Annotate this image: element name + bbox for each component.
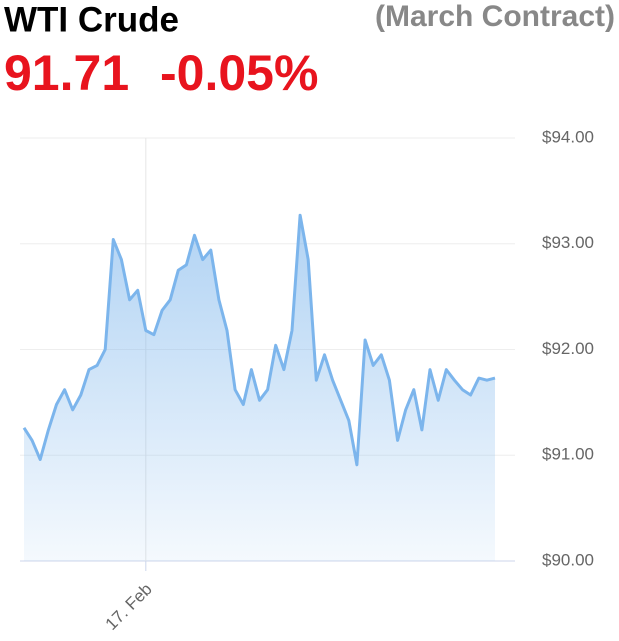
x-tick-label: 17. Feb (102, 580, 156, 634)
y-tick-label: $90.00 (542, 550, 594, 569)
y-tick-label: $91.00 (542, 445, 594, 464)
subtitle: (March Contract) (375, 0, 615, 33)
y-tick-label: $92.00 (542, 339, 594, 358)
line (22, 213, 496, 467)
y-tick-label: $94.00 (542, 127, 594, 146)
change: -0.05% (160, 45, 318, 101)
chart-title: WTI Crude (4, 0, 179, 39)
area (24, 215, 495, 561)
price: 91.71 (4, 45, 129, 101)
y-tick-label: $93.00 (542, 233, 594, 252)
